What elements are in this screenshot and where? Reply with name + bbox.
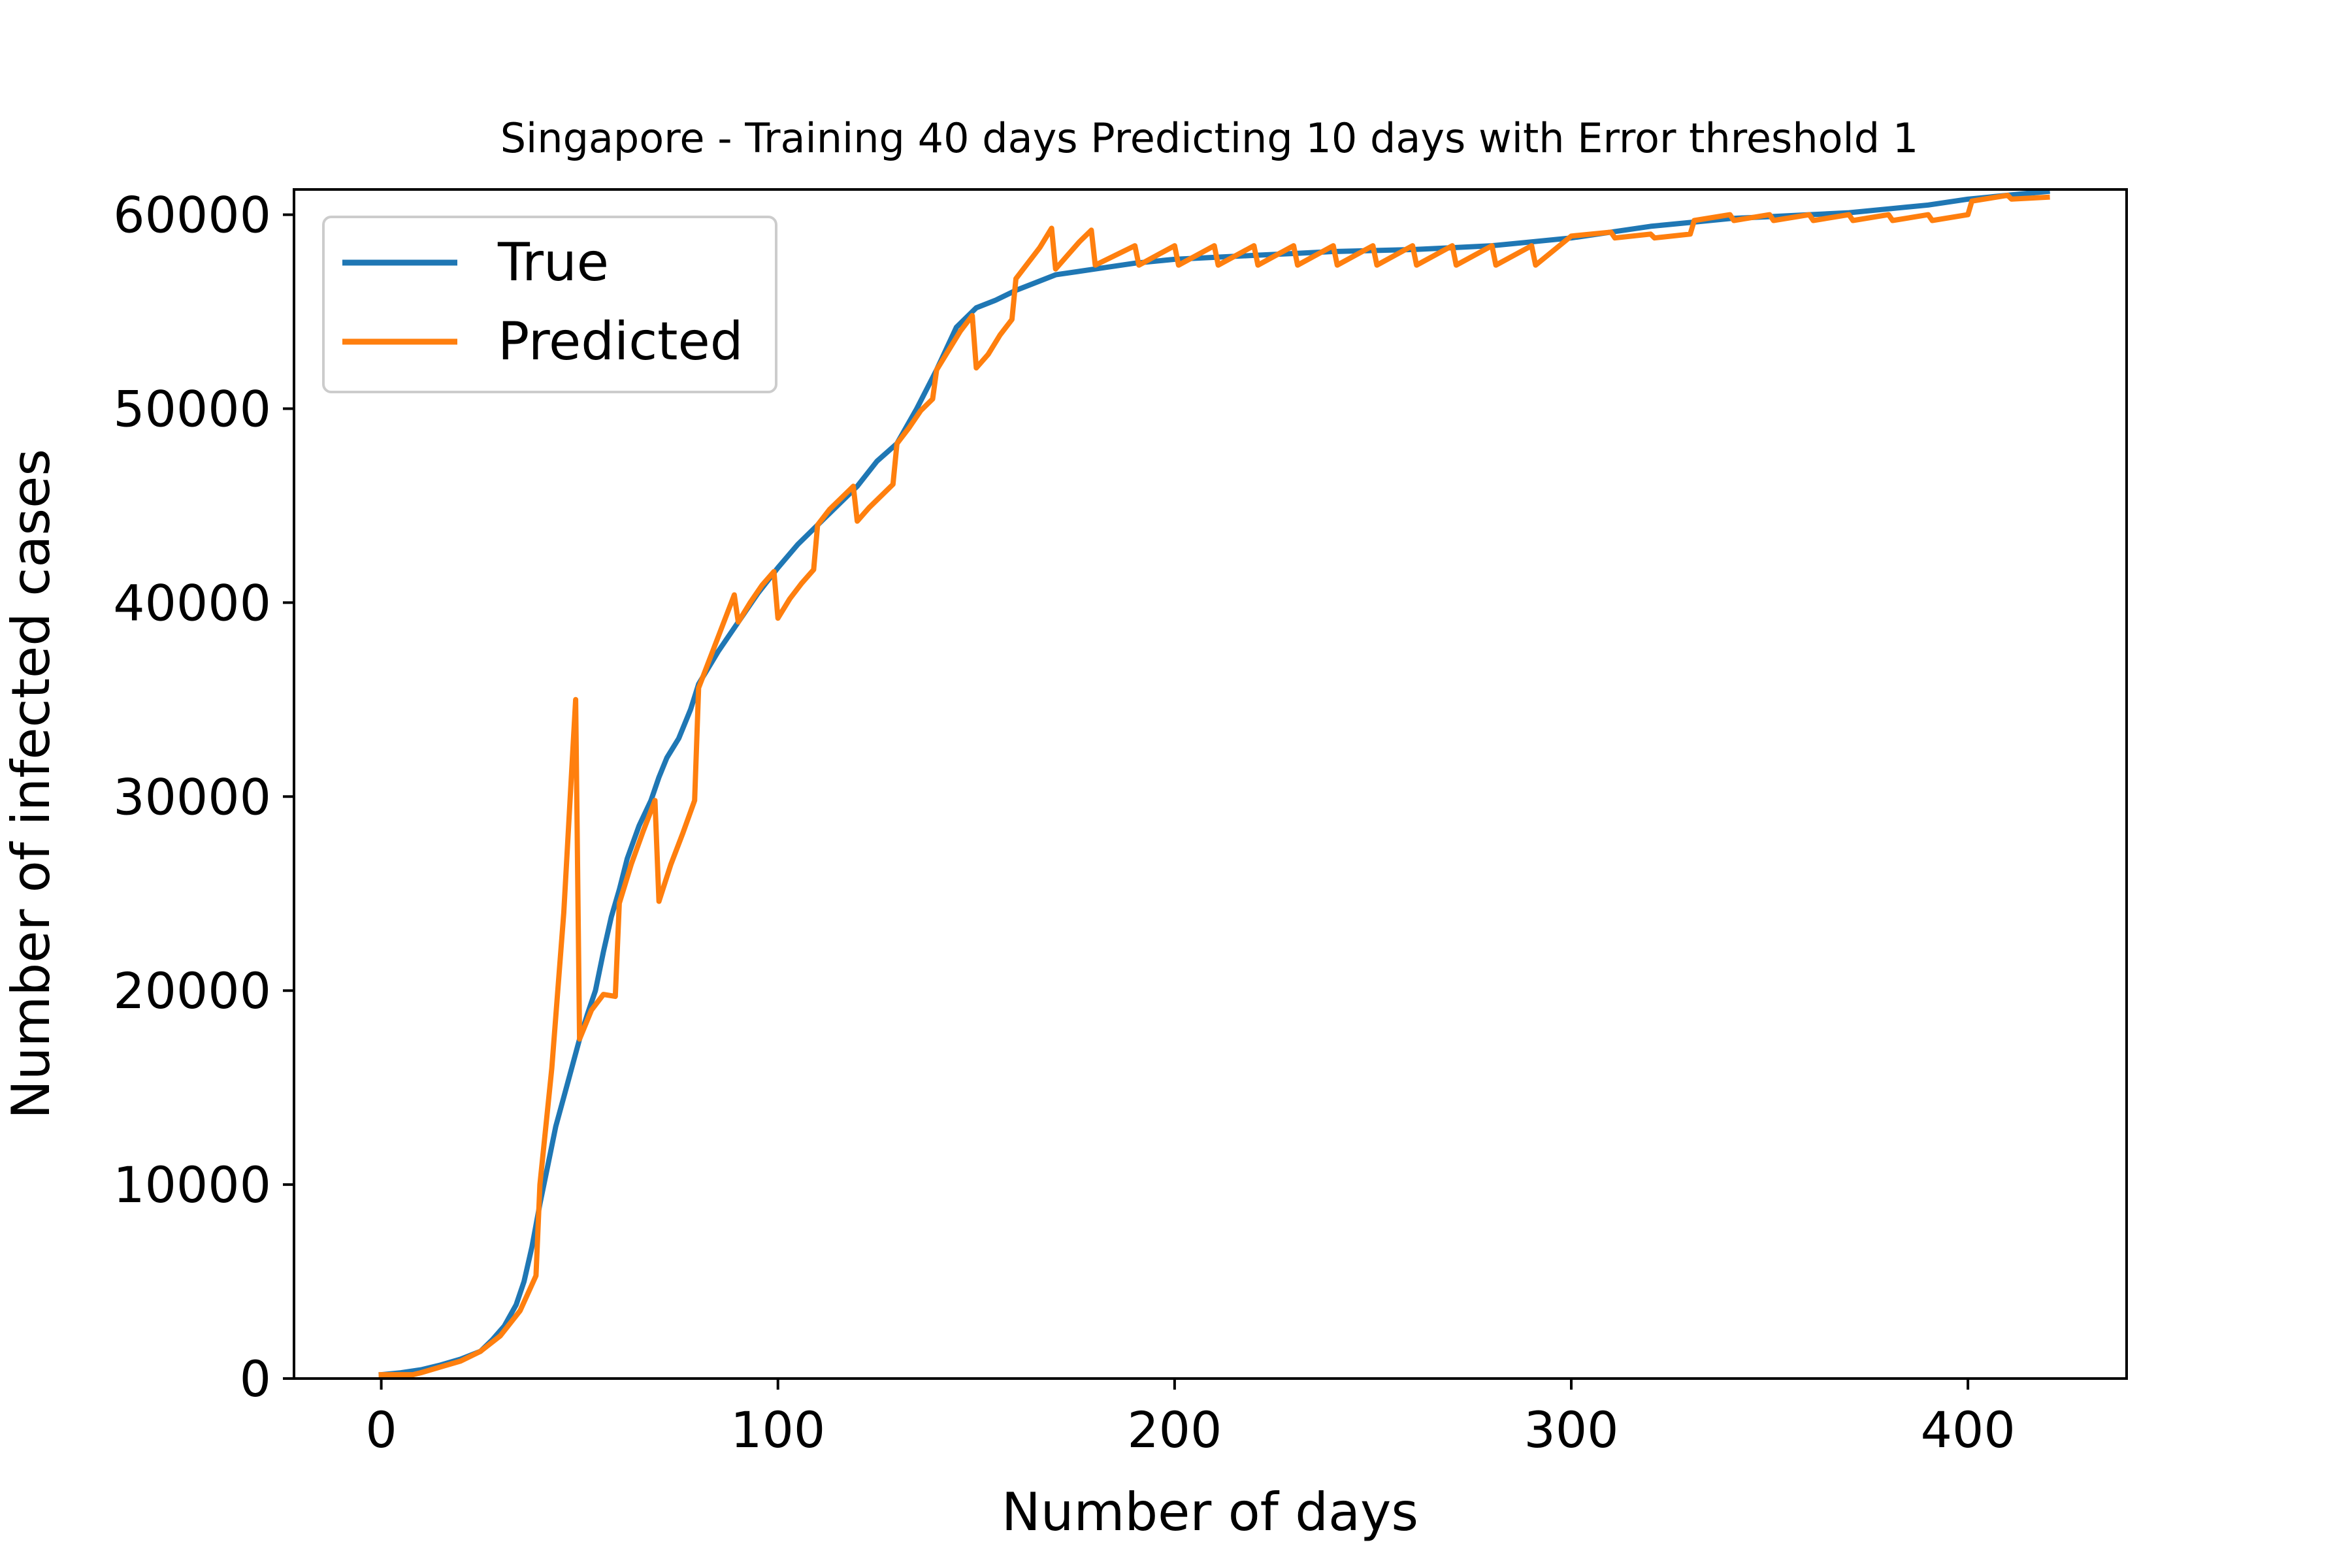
legend-label-predicted: Predicted: [498, 311, 743, 372]
x-tick-label: 200: [1127, 1401, 1222, 1459]
y-tick-label: 20000: [113, 962, 271, 1020]
x-axis: 0 100 200 300 400: [365, 1379, 2016, 1459]
y-axis: 0 10000 20000 30000 40000 50000 60000: [113, 186, 294, 1408]
chart-title: Singapore - Training 40 days Predicting …: [500, 114, 1919, 162]
y-tick-label: 0: [240, 1350, 271, 1408]
x-tick-label: 0: [365, 1401, 397, 1459]
x-tick-label: 300: [1524, 1401, 1618, 1459]
plot-frame: [293, 188, 2128, 1380]
y-tick-label: 40000: [113, 574, 271, 632]
y-tick-label: 60000: [113, 186, 271, 244]
y-tick-label: 10000: [113, 1156, 271, 1214]
series-layer: [378, 188, 2050, 1378]
x-tick-label: 100: [730, 1401, 825, 1459]
x-tick-label: 400: [1921, 1401, 2016, 1459]
legend: True Predicted: [322, 216, 777, 393]
series-line-predicted: [378, 192, 2050, 1378]
legend-label-true: True: [497, 232, 609, 293]
y-axis-label: Number of infected cases: [1, 449, 61, 1119]
y-tick-label: 50000: [113, 380, 271, 438]
x-axis-label: Number of days: [1002, 1482, 1418, 1543]
y-tick-label: 30000: [113, 768, 271, 826]
